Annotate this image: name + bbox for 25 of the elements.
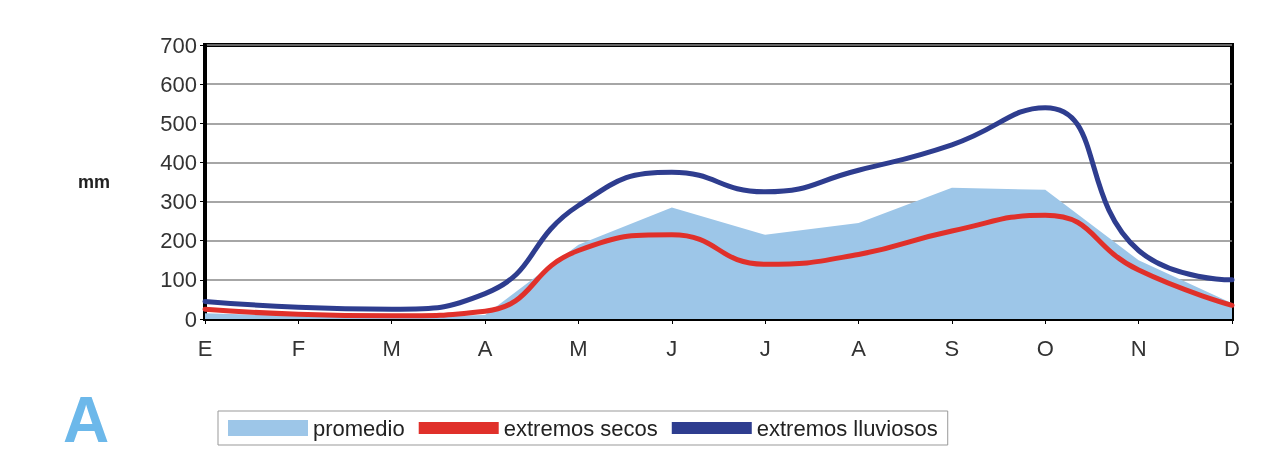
x-tick-label: J [666, 335, 678, 361]
legend-label: extremos secos [503, 415, 658, 441]
y-tick-label: 400 [160, 149, 197, 175]
x-tick-label: J [759, 335, 771, 361]
x-tick-label: D [1224, 335, 1240, 361]
legend-label: extremos lluviosos [756, 415, 938, 441]
x-tick-label: N [1130, 335, 1147, 361]
x-tick-label: A [851, 335, 867, 361]
y-axis-title: mm [77, 172, 110, 192]
y-tick-label: 700 [160, 32, 197, 58]
x-tick-label: O [1036, 335, 1054, 361]
y-tick-label: 200 [160, 228, 197, 254]
y-tick-label: 500 [160, 110, 197, 136]
y-tick-label: 600 [160, 71, 197, 97]
y-tick-label: 300 [160, 189, 197, 215]
x-tick-label: F [291, 335, 306, 361]
x-tick-label: A [477, 335, 493, 361]
legend-label: promedio [313, 415, 405, 441]
x-tick-label: E [197, 335, 213, 361]
y-tick-label: 100 [160, 267, 197, 293]
x-tick-label: M [569, 335, 588, 361]
x-tick-label: M [382, 335, 401, 361]
x-tick-label: S [944, 335, 960, 361]
text: A [63, 384, 110, 456]
y-tick-label: 0 [184, 306, 197, 332]
